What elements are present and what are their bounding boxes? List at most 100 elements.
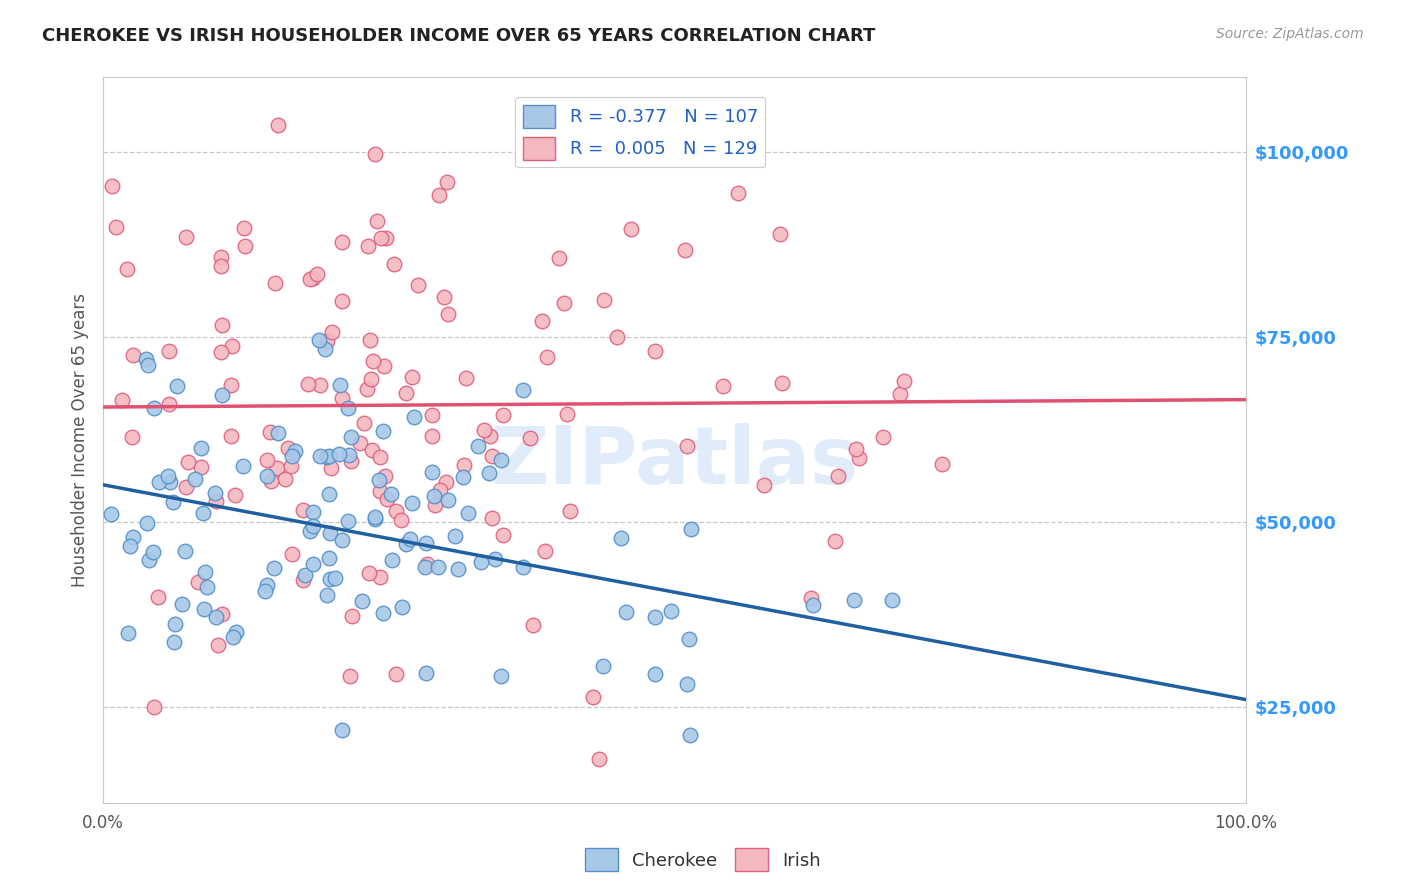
Point [842,592,865,607]
Point [363,512,385,526]
Point [801,598,824,612]
Point [436,175,458,189]
Point [222,630,245,644]
Point [211,607,233,622]
Point [610,531,633,545]
Point [519,431,541,445]
Point [267,426,290,441]
Point [135,516,157,530]
Point [478,466,501,480]
Point [420,408,443,422]
Point [267,118,290,132]
Point [297,376,319,391]
Point [415,666,437,681]
Point [434,475,457,490]
Point [588,752,610,766]
Point [370,570,392,584]
Point [277,442,299,456]
Point [302,505,325,519]
Point [427,188,450,202]
Point [872,430,894,444]
Point [413,559,436,574]
Point [644,609,666,624]
Point [375,491,398,506]
Point [931,457,953,471]
Point [187,574,209,589]
Point [385,504,408,518]
Point [512,560,534,574]
Point [769,227,792,242]
Point [530,314,553,328]
Point [676,439,699,453]
Text: Source: ZipAtlas.com: Source: ZipAtlas.com [1216,27,1364,41]
Point [321,325,343,339]
Point [301,557,323,571]
Point [433,290,456,304]
Point [451,469,474,483]
Point [284,443,307,458]
Point [659,604,682,618]
Point [491,452,513,467]
Point [401,370,423,384]
Point [177,455,200,469]
Point [292,573,315,587]
Point [138,553,160,567]
Legend: Cherokee, Irish: Cherokee, Irish [578,841,828,879]
Point [467,439,489,453]
Point [848,450,870,465]
Point [330,391,353,405]
Point [555,407,578,421]
Point [163,635,186,649]
Point [427,559,450,574]
Point [360,372,382,386]
Point [644,667,666,681]
Point [142,700,165,714]
Point [157,397,180,411]
Point [302,518,325,533]
Point [371,607,394,621]
Point [122,530,145,544]
Point [101,179,124,194]
Point [318,449,340,463]
Point [332,533,354,548]
Point [319,460,342,475]
Point [170,597,193,611]
Point [644,344,666,359]
Point [391,513,413,527]
Point [309,450,332,464]
Point [224,488,246,502]
Point [370,231,392,245]
Point [416,558,439,572]
Point [401,496,423,510]
Point [553,296,575,310]
Point [547,251,569,265]
Point [679,728,702,742]
Point [143,401,166,415]
Point [273,472,295,486]
Point [259,425,281,439]
Point [314,343,336,357]
Point [399,532,422,546]
Point [301,271,323,285]
Point [195,580,218,594]
Point [318,550,340,565]
Point [259,474,281,488]
Point [165,616,187,631]
Point [845,442,868,456]
Y-axis label: Householder Income Over 65 years: Householder Income Over 65 years [72,293,89,587]
Point [157,344,180,359]
Point [176,480,198,494]
Point [319,572,342,586]
Point [294,567,316,582]
Point [100,507,122,521]
Point [444,529,467,543]
Point [423,489,446,503]
Point [233,221,256,235]
Point [492,528,515,542]
Point [534,544,557,558]
Point [136,359,159,373]
Point [166,378,188,392]
Point [280,449,302,463]
Point [190,460,212,475]
Point [380,487,402,501]
